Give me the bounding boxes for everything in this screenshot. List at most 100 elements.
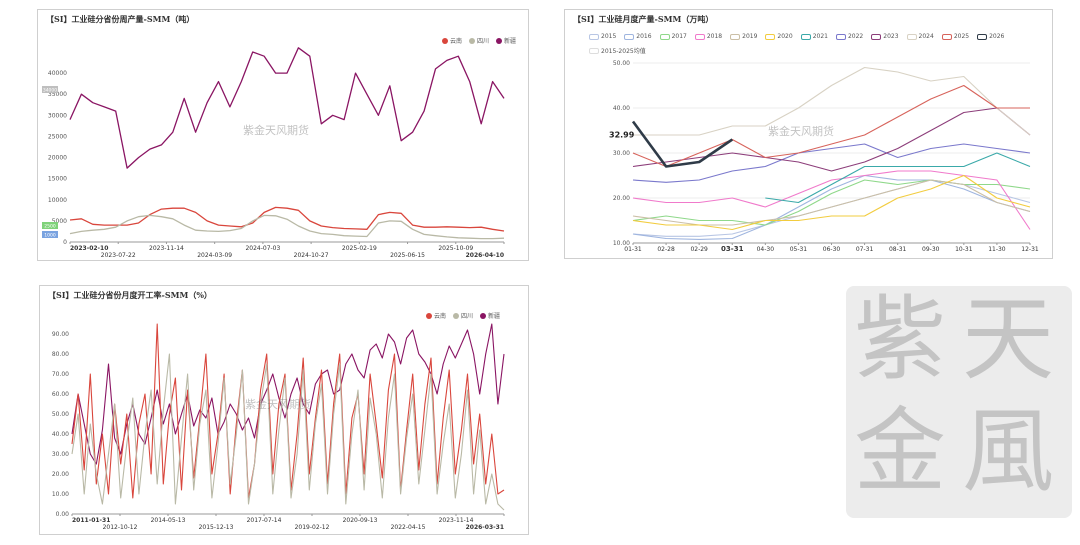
legend-label: 2024 xyxy=(918,33,934,40)
series-line-2020 xyxy=(632,174,1031,231)
series-line-2022 xyxy=(632,143,1031,183)
chart-weekly-output: 0 5000 10000 15000 20000 25000 30000 35000 40000… xyxy=(42,47,505,259)
x-tick-label: 2017-07-14 xyxy=(247,517,282,524)
x-tick-label: 2011-01-31 xyxy=(72,517,110,524)
chart-title-monthly-output: 【SI】工业硅月度产量-SMM（万吨） xyxy=(573,14,714,24)
legend-item-2019[interactable]: 2019 xyxy=(730,33,757,40)
x-tick-label: 2025-06-15 xyxy=(390,252,425,259)
x-tick-label: 2024-10-27 xyxy=(294,252,329,259)
legend-item-2020[interactable]: 2020 xyxy=(765,33,793,40)
seal-background xyxy=(846,286,1072,518)
y-tick-label: 30.00 xyxy=(613,150,630,157)
chart-title-weekly-output: 【SI】工业硅分省份周产量-SMM（吨） xyxy=(46,14,195,24)
legend-label: 四川 xyxy=(476,38,489,45)
x-tick-label: 2012-10-12 xyxy=(103,524,138,531)
y-tick-label: 10000 xyxy=(48,197,67,204)
legend-item-2022[interactable]: 2022 xyxy=(835,33,864,40)
legend-item-2025[interactable]: 2025 xyxy=(941,33,970,40)
y-tick-label: 5000 xyxy=(52,218,67,225)
x-tick-label: 01-31 xyxy=(624,246,642,253)
legend-item-2016[interactable]: 2016 xyxy=(624,33,652,40)
series-line-2016 xyxy=(632,174,1031,240)
x-tick-label: 2019-02-12 xyxy=(295,524,330,531)
legend-label: 2021 xyxy=(812,33,828,40)
x-tick-label: 2014-05-13 xyxy=(151,517,186,524)
y-tick-label: 60.00 xyxy=(52,391,69,398)
chart-panel-operating-rate: 0.00 10.00 20.00 30.00 40.00 50.00 60.00 70.00 8… xyxy=(39,285,529,535)
legend-item-sichuan[interactable]: 四川 xyxy=(468,36,489,45)
series-line-四川 xyxy=(71,353,505,511)
x-tick-label: 2015-12-13 xyxy=(199,524,234,531)
axis-value-tag-label: 34000 xyxy=(43,88,57,94)
axis-value-tag xyxy=(42,86,58,93)
y-tick-label: 90.00 xyxy=(52,331,69,338)
seal-char: 天 xyxy=(962,286,1055,393)
chart-legend-monthly-output: 2015 2016 2017 2018 2019 2020 2021 2022 2023 2024… xyxy=(589,33,1034,55)
x-tick-label: 2020-09-13 xyxy=(343,517,378,524)
legend-label: 2015 xyxy=(601,33,617,40)
series-line-新疆 xyxy=(69,47,505,169)
y-tick-label: 50.00 xyxy=(613,60,630,67)
x-tick-label: 07-31 xyxy=(856,246,874,253)
legend-swatch xyxy=(452,312,459,319)
y-tick-label: 50.00 xyxy=(52,411,69,418)
x-tick-label: 2024-07-03 xyxy=(245,245,280,252)
chart-monthly-output: 10.00 20.00 30.00 40.00 50.00 01-31 02-28 02-29… xyxy=(609,60,1039,253)
legend-item-2015[interactable]: 2015 xyxy=(589,33,616,40)
chart-watermark: 紫金天风期货 xyxy=(245,398,311,411)
legend-item-yunnan[interactable]: 云南 xyxy=(425,311,446,320)
legend-swatch xyxy=(468,37,475,44)
x-tick-label: 02-28 xyxy=(657,246,675,253)
legend-item-2017[interactable]: 2017 xyxy=(659,33,687,40)
x-tick-label: 2023-11-14 xyxy=(149,245,184,252)
x-tick-label: 2023-02-10 xyxy=(70,245,108,252)
legend-swatch xyxy=(871,33,882,40)
y-tick-label: 20.00 xyxy=(613,195,630,202)
chart-title-operating-rate: 【SI】工业硅分省份月度开工率-SMM（%） xyxy=(48,290,212,300)
y-tick-label: 40.00 xyxy=(613,105,630,112)
y-tick-label: 40.00 xyxy=(52,431,69,438)
legend-label: 2015-2025均值 xyxy=(601,48,646,55)
legend-swatch xyxy=(800,33,811,40)
x-tick-label: 2022-04-15 xyxy=(391,524,426,531)
legend-label: 云南 xyxy=(433,313,446,320)
legend-label: 2025 xyxy=(953,33,970,40)
chart-operating-rate: 0.00 10.00 20.00 30.00 40.00 50.00 60.00 70.00 8… xyxy=(52,323,505,531)
x-tick-label: 03-31 xyxy=(721,245,744,253)
legend-item-sichuan[interactable]: 四川 xyxy=(452,311,473,320)
legend-label: 四川 xyxy=(460,313,473,320)
x-tick-label: 05-31 xyxy=(790,246,808,253)
legend-label: 云南 xyxy=(449,38,462,45)
y-tick-label: 30000 xyxy=(48,112,67,119)
y-tick-label: 25000 xyxy=(48,133,67,140)
legend-label: 2022 xyxy=(847,33,864,40)
seal-char: 紫 xyxy=(854,286,947,393)
legend-swatch xyxy=(730,33,741,40)
legend-item-xinjiang[interactable]: 新疆 xyxy=(495,36,516,45)
legend-item-yunnan[interactable]: 云南 xyxy=(441,36,462,45)
legend-swatch xyxy=(835,33,846,40)
series-line-2026 xyxy=(631,120,734,168)
series-line-四川 xyxy=(69,214,505,240)
x-tick-label: 2025-02-19 xyxy=(342,245,377,252)
legend-item-2026[interactable]: 2026 xyxy=(977,33,1004,40)
chart-watermark: 紫金天风期货 xyxy=(243,124,309,137)
legend-item-2021[interactable]: 2021 xyxy=(800,33,828,40)
y-tick-label: 35000 xyxy=(48,91,67,98)
legend-item-2015-2025均值[interactable]: 2015-2025均值 xyxy=(589,46,646,55)
legend-item-2018[interactable]: 2018 xyxy=(694,33,722,40)
x-tick-label: 02-29 xyxy=(690,246,708,253)
x-tick-label: 2023-11-14 xyxy=(439,517,474,524)
series-line-2025 xyxy=(632,84,1030,168)
x-tick-label: 08-31 xyxy=(889,246,907,253)
legend-item-2024[interactable]: 2024 xyxy=(906,33,934,40)
legend-swatch xyxy=(977,33,988,40)
last-value-annotation: 32.99 xyxy=(609,131,635,140)
y-tick-label: 10.00 xyxy=(613,240,630,247)
legend-swatch xyxy=(589,33,599,40)
y-tick-label: 10.00 xyxy=(52,491,69,498)
legend-item-xinjiang[interactable]: 新疆 xyxy=(479,311,500,320)
legend-item-2023[interactable]: 2023 xyxy=(871,33,899,40)
y-tick-label: 30.00 xyxy=(52,451,69,458)
company-seal-logo: 紫 天 金 風 xyxy=(846,268,1076,536)
